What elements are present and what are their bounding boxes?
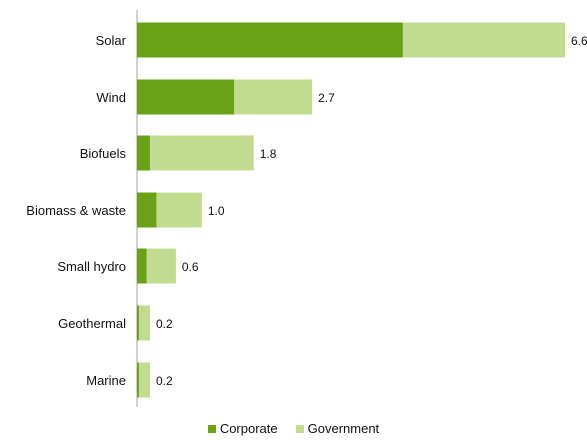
- category-label-solar: Solar: [96, 33, 127, 48]
- category-label-geothermal: Geothermal: [58, 316, 126, 331]
- category-label-biomass-waste: Biomass & waste: [26, 203, 126, 218]
- category-label-biofuels: Biofuels: [80, 146, 127, 161]
- bar-small-hydro-corporate: [137, 248, 147, 284]
- bar-biofuels-corporate: [137, 135, 150, 171]
- legend-swatch-corporate: [207, 424, 216, 433]
- total-label-small-hydro: 0.6: [182, 260, 199, 274]
- legend-swatch-government: [295, 424, 304, 433]
- bars-layer: [137, 22, 565, 398]
- bar-biomass-waste-corporate: [137, 192, 157, 228]
- category-label-small-hydro: Small hydro: [57, 259, 126, 274]
- legend-item-corporate: Corporate: [207, 421, 278, 436]
- bar-solar-government: [402, 22, 565, 58]
- total-label-geothermal: 0.2: [156, 317, 173, 331]
- total-label-biofuels: 1.8: [260, 147, 277, 161]
- bar-biomass-waste-government: [156, 192, 202, 228]
- total-label-wind: 2.7: [318, 91, 335, 105]
- legend-item-government: Government: [295, 421, 380, 436]
- bar-small-hydro-government: [146, 248, 176, 284]
- bar-geothermal-corporate: [137, 305, 139, 341]
- total-label-biomass-waste: 1.0: [208, 204, 225, 218]
- legend: Corporate Government: [0, 421, 587, 436]
- labels-layer: Solar 6.6 Wind 2.7 Biofuels 1.8 Biomass & wast…: [26, 33, 587, 388]
- category-label-marine: Marine: [86, 373, 126, 388]
- bar-marine-government: [138, 362, 150, 398]
- category-label-wind: Wind: [96, 90, 126, 105]
- bar-solar-corporate: [137, 22, 403, 58]
- bar-wind-corporate: [137, 79, 235, 115]
- legend-label-corporate: Corporate: [219, 421, 278, 436]
- bar-wind-government: [234, 79, 313, 115]
- bar-biofuels-government: [149, 135, 254, 171]
- legend-label-government: Government: [307, 421, 380, 436]
- bar-geothermal-government: [138, 305, 150, 341]
- total-label-solar: 6.6: [571, 34, 587, 48]
- bar-marine-corporate: [137, 362, 139, 398]
- total-label-marine: 0.2: [156, 374, 173, 388]
